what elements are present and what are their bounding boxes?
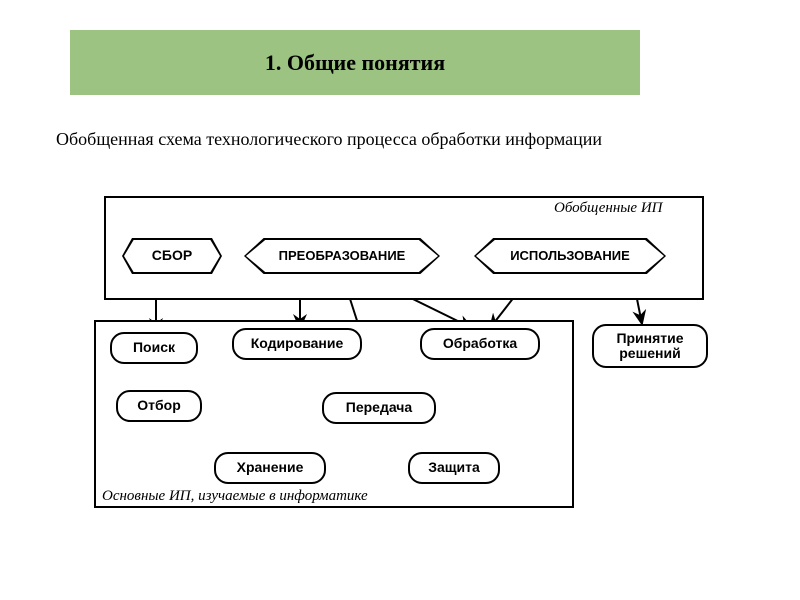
node-isp: ИСПОЛЬЗОВАНИЕ bbox=[474, 238, 666, 274]
node-prin: Принятие решений bbox=[592, 324, 708, 368]
diagram: Обобщенные ИП Основные ИП, изучаемые в ин… bbox=[92, 190, 732, 520]
group-label-inner: Основные ИП, изучаемые в информатике bbox=[102, 488, 368, 505]
node-poisk: Поиск bbox=[110, 332, 198, 364]
node-pered: Передача bbox=[322, 392, 436, 424]
subtitle-text: Обобщенная схема технологического процес… bbox=[56, 129, 602, 149]
node-zash: Защита bbox=[408, 452, 500, 484]
node-label-sbor: СБОР bbox=[152, 248, 192, 263]
node-sbor: СБОР bbox=[122, 238, 222, 274]
subtitle: Обобщенная схема технологического процес… bbox=[56, 128, 656, 150]
header-bar: 1. Общие понятия bbox=[70, 30, 640, 95]
node-label-hran: Хранение bbox=[237, 460, 304, 475]
node-label-isp: ИСПОЛЬЗОВАНИЕ bbox=[510, 249, 630, 263]
header-title: 1. Общие понятия bbox=[265, 50, 445, 76]
group-label-outer: Обобщенные ИП bbox=[554, 200, 663, 217]
node-label-pered: Передача bbox=[346, 400, 412, 415]
node-label-prin: Принятие решений bbox=[616, 331, 683, 362]
node-kod: Кодирование bbox=[232, 328, 362, 360]
node-obr: Обработка bbox=[420, 328, 540, 360]
node-label-preob: ПРЕОБРАЗОВАНИЕ bbox=[279, 249, 406, 263]
node-otbor: Отбор bbox=[116, 390, 202, 422]
node-label-otbor: Отбор bbox=[137, 398, 181, 413]
node-label-poisk: Поиск bbox=[133, 340, 175, 355]
node-hran: Хранение bbox=[214, 452, 326, 484]
node-label-zash: Защита bbox=[428, 460, 480, 475]
node-label-obr: Обработка bbox=[443, 336, 517, 351]
node-preob: ПРЕОБРАЗОВАНИЕ bbox=[244, 238, 440, 274]
node-label-kod: Кодирование bbox=[251, 336, 344, 351]
